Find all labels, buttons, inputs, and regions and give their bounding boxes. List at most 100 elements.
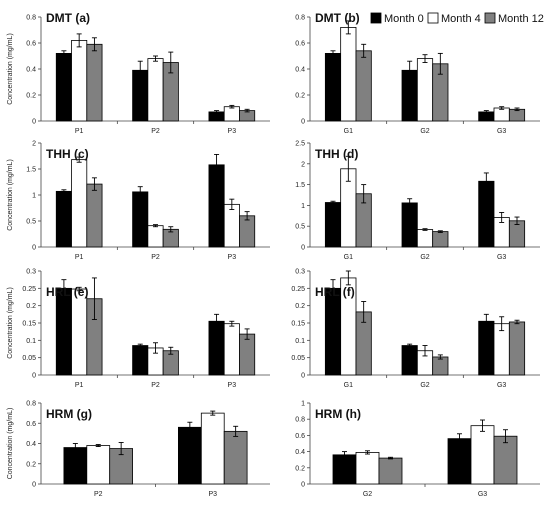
x-tick-label: P2 (94, 491, 103, 498)
bar-month-12-g3 (493, 435, 518, 485)
bar-month-0-p3 (208, 320, 225, 376)
y-tick-label: 0.5 (295, 224, 305, 231)
bar-month-4-p2 (86, 445, 111, 485)
y-tick-label: 0.6 (295, 41, 305, 48)
x-tick-label: P2 (151, 128, 160, 135)
bar-month-0-p1 (55, 53, 72, 122)
chart-panel-7: 0 0.2 0.4 0.6 0.8 P2 P3 HRM (g) Concentration (m… (7, 401, 270, 498)
bar-month-0-p1 (55, 190, 72, 248)
x-tick-label: G3 (497, 254, 506, 261)
y-tick-label: 0.8 (295, 15, 305, 22)
bar-month-12-g1 (355, 50, 372, 122)
legend-label-month-0: Month 0 (384, 13, 424, 25)
bar-month-4-p2 (147, 225, 164, 248)
y-tick-label: 1 (32, 193, 36, 200)
y-tick-label: 0.1 (295, 338, 305, 345)
panel-title: DMT (a) (46, 11, 90, 25)
bar-month-0-p2 (132, 345, 149, 376)
bar-month-0-g1 (324, 287, 342, 376)
bar-month-12-p1 (86, 183, 103, 248)
y-tick-label: 0 (301, 119, 305, 126)
bar-month-4-g3 (493, 107, 510, 122)
x-tick-label: G3 (478, 491, 487, 498)
x-tick-label: G2 (420, 382, 429, 389)
y-axis-label: Concentration (mg/mL) (7, 33, 14, 105)
bar-month-4-p3 (223, 203, 240, 248)
bar-month-12-p3 (223, 430, 248, 485)
x-tick-label: P1 (75, 382, 84, 389)
y-tick-label: 0.05 (22, 355, 36, 362)
y-tick-label: 0.2 (295, 93, 305, 100)
chart-panel-2: 0 0.2 0.4 0.6 0.8 G1 G2 G3 DMT (b) (295, 11, 540, 135)
bar-month-0-g2 (332, 454, 357, 485)
y-tick-label: 2 (301, 161, 305, 168)
bar-month-12-g2 (432, 231, 449, 248)
legend-swatch-month-12 (484, 12, 496, 24)
x-tick-label: P2 (151, 382, 160, 389)
y-tick-label: 0.6 (295, 433, 305, 440)
chart-panel-5: 0 0.05 0.1 0.15 0.2 0.25 0.3 P1 P2 P3 HRL (e) Conce… (7, 269, 270, 389)
x-tick-label: P3 (228, 254, 237, 261)
bar-month-12-p3 (239, 333, 256, 376)
x-tick-label: G3 (497, 128, 506, 135)
legend-swatch-month-0 (370, 12, 382, 24)
bar-month-0-g2 (401, 345, 418, 376)
y-tick-label: 0 (32, 119, 36, 126)
y-tick-label: 0.8 (26, 401, 36, 408)
bar-month-12-g2 (378, 457, 403, 485)
x-tick-label: G2 (420, 254, 429, 261)
y-tick-label: 0.3 (295, 269, 305, 276)
chart-panel-3: 0 0.5 1 1.5 2 P1 P2 P3 THH (c) Concentration (mg/… (7, 141, 270, 261)
bar-month-4-p3 (223, 106, 240, 122)
x-tick-label: P2 (151, 254, 160, 261)
y-tick-label: 0.1 (26, 338, 36, 345)
legend: Month 0 Month 4 Month 12 (370, 12, 544, 25)
bar-month-4-p1 (71, 288, 88, 376)
y-tick-label: 2.5 (295, 141, 305, 148)
bar-month-4-g3 (493, 323, 510, 376)
x-tick-label: G2 (420, 128, 429, 135)
bar-month-0-p3 (177, 426, 202, 485)
bar-month-0-p2 (63, 447, 88, 485)
x-tick-label: G1 (344, 128, 353, 135)
y-tick-label: 0.4 (295, 67, 305, 74)
y-tick-label: 0.25 (22, 286, 36, 293)
bar-month-4-p2 (147, 58, 164, 122)
y-tick-label: 0.6 (26, 421, 36, 428)
y-tick-label: 0.8 (26, 15, 36, 22)
y-tick-label: 0 (32, 373, 36, 380)
x-tick-label: P1 (75, 128, 84, 135)
bar-month-12-g2 (432, 356, 449, 376)
y-tick-label: 1 (301, 203, 305, 210)
y-tick-label: 0.5 (26, 219, 36, 226)
x-tick-label: P1 (75, 254, 84, 261)
chart-panel-8: 0 0.2 0.4 0.6 0.8 1 G2 G3 HRM (h) (295, 401, 540, 498)
y-tick-label: 0.4 (26, 67, 36, 74)
x-tick-label: G1 (344, 382, 353, 389)
bar-month-4-p3 (200, 412, 225, 485)
bar-month-12-g3 (508, 108, 526, 122)
x-tick-label: G2 (363, 491, 372, 498)
bar-month-0-g2 (401, 202, 418, 248)
bar-month-0-p1 (55, 287, 72, 376)
y-axis-label: Concentration (mg/mL) (7, 408, 14, 480)
panel-title: HRM (h) (315, 407, 361, 421)
bar-month-0-g1 (324, 202, 342, 248)
y-tick-label: 0.05 (291, 355, 305, 362)
legend-swatch-month-4 (427, 12, 439, 24)
y-tick-label: 0.2 (295, 465, 305, 472)
panel-title: DMT (b) (315, 11, 360, 25)
y-axis-label: Concentration (mg/mL) (7, 287, 14, 359)
x-tick-label: G3 (497, 382, 506, 389)
panel-title: HRM (g) (46, 407, 92, 421)
panel-title: HRL (f) (315, 285, 355, 299)
bar-month-0-p2 (132, 191, 149, 248)
bar-month-4-g2 (355, 452, 380, 485)
y-tick-label: 0.4 (295, 449, 305, 456)
y-tick-label: 0 (301, 482, 305, 489)
y-tick-label: 0 (301, 373, 305, 380)
bar-month-4-p1 (71, 40, 88, 122)
bar-month-12-g3 (508, 321, 526, 376)
y-tick-label: 0.15 (291, 321, 305, 328)
